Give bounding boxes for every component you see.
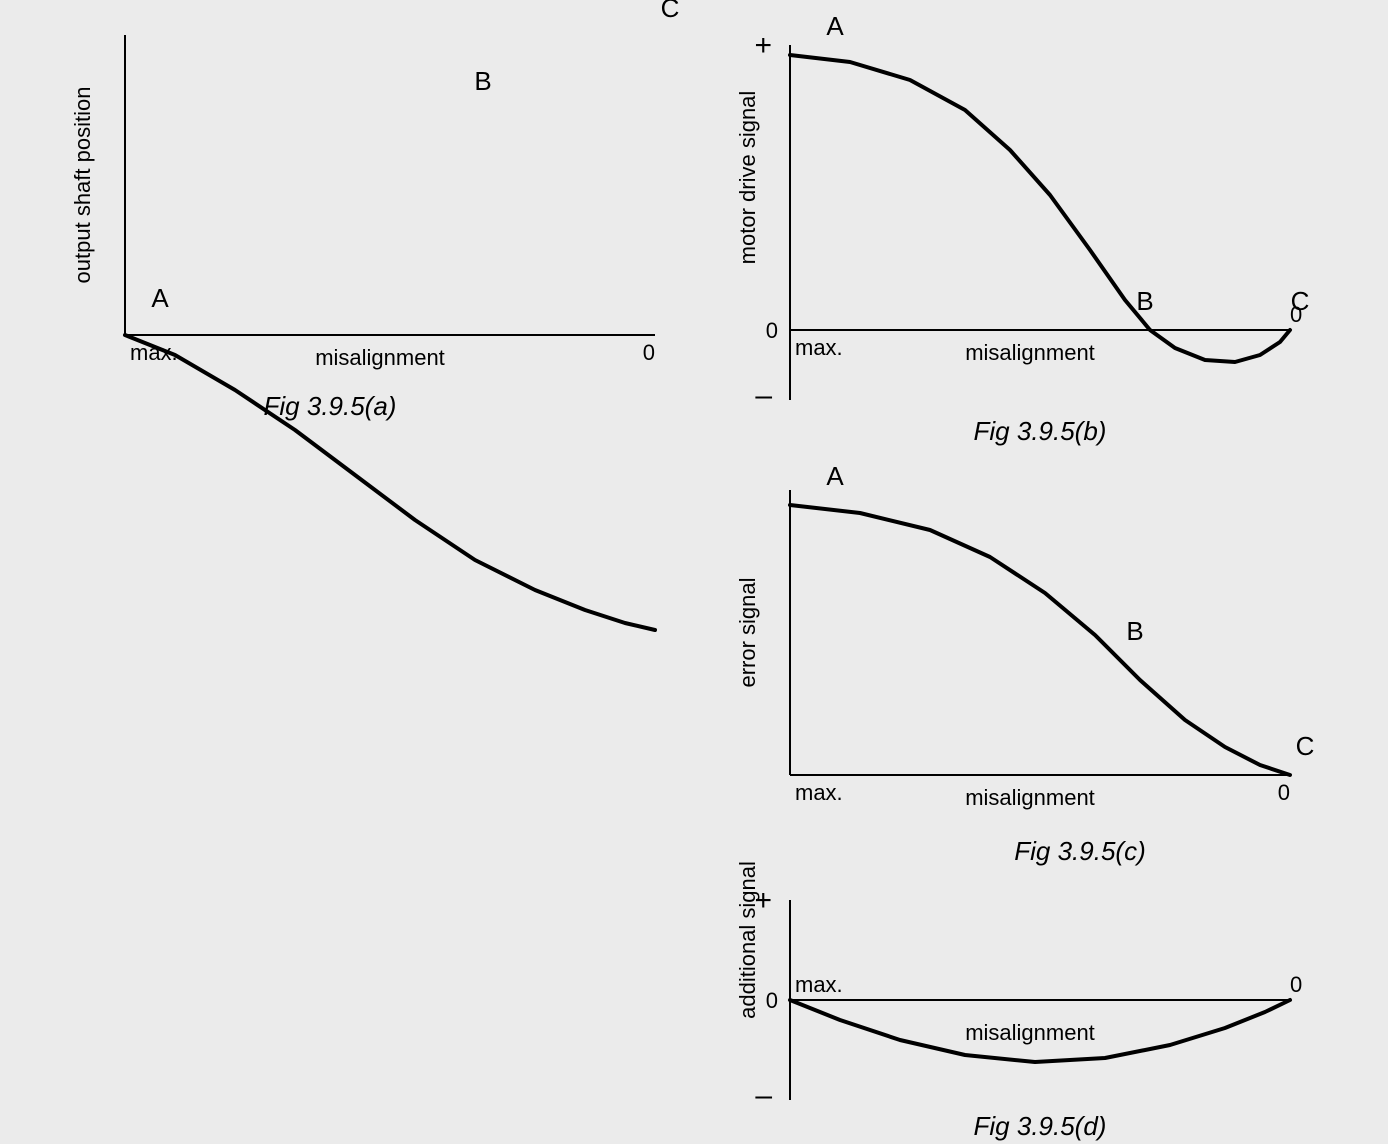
y-zero-label: 0 xyxy=(766,988,778,1013)
y-axis-label: output shaft position xyxy=(70,87,95,284)
figure-caption: Fig 3.9.5(c) xyxy=(1014,836,1146,866)
x-axis-label: misalignment xyxy=(965,1020,1095,1045)
x-tick-right: 0 xyxy=(1278,780,1290,805)
plus-sign: + xyxy=(754,29,772,62)
point-label-B: B xyxy=(474,66,491,96)
point-label-C: C xyxy=(1296,731,1315,761)
y-axis-label: error signal xyxy=(735,577,760,687)
point-label-A: A xyxy=(826,461,844,491)
x-tick-right: 0 xyxy=(1290,972,1302,997)
figure-caption: Fig 3.9.5(a) xyxy=(264,391,397,421)
x-tick-left: max. xyxy=(795,335,843,360)
y-zero-label: 0 xyxy=(766,318,778,343)
x-tick-right: 0 xyxy=(643,340,655,365)
figure-caption: Fig 3.9.5(b) xyxy=(974,416,1107,446)
point-label-C: C xyxy=(661,0,680,23)
plus-sign: + xyxy=(754,884,772,917)
x-axis-label: misalignment xyxy=(965,785,1095,810)
minus-sign: – xyxy=(755,379,772,412)
y-axis-label: motor drive signal xyxy=(735,91,760,265)
x-tick-left: max. xyxy=(795,780,843,805)
minus-sign: – xyxy=(755,1079,772,1112)
point-label-C: C xyxy=(1291,286,1310,316)
x-axis-label: misalignment xyxy=(965,340,1095,365)
page-background xyxy=(0,0,1388,1144)
figure-caption: Fig 3.9.5(d) xyxy=(974,1111,1107,1141)
x-tick-left: max. xyxy=(130,340,178,365)
point-label-A: A xyxy=(151,283,169,313)
point-label-B: B xyxy=(1126,616,1143,646)
x-tick-left: max. xyxy=(795,972,843,997)
point-label-B: B xyxy=(1136,286,1153,316)
x-axis-label: misalignment xyxy=(315,345,445,370)
point-label-A: A xyxy=(826,11,844,41)
